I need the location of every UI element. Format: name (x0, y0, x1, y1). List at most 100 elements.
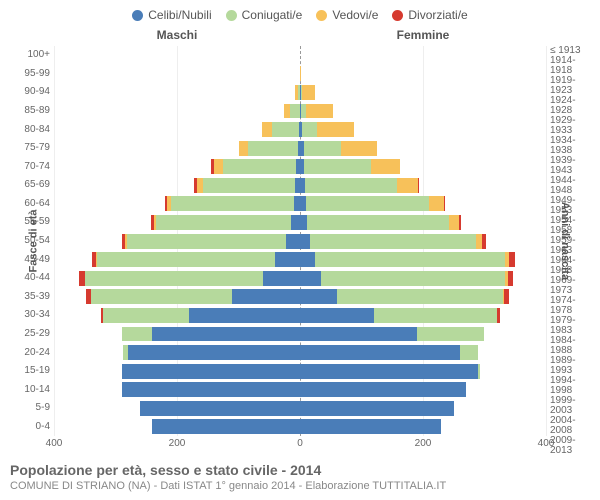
birth-label: 1944-1948 (550, 176, 590, 196)
bar-row (300, 418, 546, 437)
birth-label: 1994-1998 (550, 376, 590, 396)
bar-segment (310, 234, 476, 249)
bar-segment (122, 327, 153, 342)
caption-title: Popolazione per età, sesso e stato civil… (10, 462, 590, 478)
bar-segment (85, 271, 263, 286)
bar-segment (290, 104, 300, 119)
bar-segment (508, 271, 513, 286)
age-label: 80-84 (10, 120, 50, 139)
bar-segment (300, 252, 315, 267)
birth-label: 1984-1988 (550, 336, 590, 356)
bar-row (300, 46, 546, 65)
bar-row (54, 306, 300, 325)
birth-label: 1979-1983 (550, 316, 590, 336)
bar-segment (156, 215, 291, 230)
bar-row (54, 250, 300, 269)
bar-row (54, 83, 300, 102)
x-tick-label: 200 (415, 438, 432, 449)
bar-row (54, 399, 300, 418)
legend-label: Divorziati/e (408, 8, 467, 22)
bar-segment (300, 66, 301, 81)
bar-row (54, 46, 300, 65)
bar-segment (300, 327, 417, 342)
bar-segment (482, 234, 486, 249)
age-label: 20-24 (10, 343, 50, 362)
bar-row (54, 232, 300, 251)
x-tick-label: 0 (297, 438, 303, 449)
bar-row (300, 399, 546, 418)
bar-segment (317, 122, 354, 137)
birth-label: 1924-1928 (550, 96, 590, 116)
legend-label: Coniugati/e (242, 8, 303, 22)
bar-segment (275, 252, 300, 267)
bar-segment (203, 178, 295, 193)
bar-segment (300, 215, 307, 230)
y-axis-title-right: Anni di nascita (559, 202, 571, 280)
bar-segment (449, 215, 459, 230)
bars-female (300, 46, 546, 436)
bar-segment (103, 308, 189, 323)
age-label: 75-79 (10, 139, 50, 158)
bar-row (54, 288, 300, 307)
age-label: 100+ (10, 46, 50, 65)
bar-row (54, 418, 300, 437)
bar-segment (214, 159, 223, 174)
bar-row (54, 176, 300, 195)
bar-row (300, 269, 546, 288)
bar-row (300, 65, 546, 84)
legend-swatch (316, 10, 327, 21)
bar-segment (300, 271, 321, 286)
bar-row (300, 343, 546, 362)
birth-label: 1914-1918 (550, 56, 590, 76)
bar-row (300, 102, 546, 121)
header-male: Maschi (54, 28, 300, 42)
age-label: 30-34 (10, 306, 50, 325)
bar-segment (307, 215, 448, 230)
bar-row (54, 325, 300, 344)
bar-segment (337, 289, 503, 304)
bars-male (54, 46, 300, 436)
bar-segment (302, 122, 317, 137)
bar-segment (341, 141, 378, 156)
age-label: 70-74 (10, 157, 50, 176)
bar-row (54, 65, 300, 84)
bar-segment (459, 215, 461, 230)
bar-row (54, 157, 300, 176)
age-label: 85-89 (10, 102, 50, 121)
bar-segment (91, 289, 232, 304)
bar-row (300, 232, 546, 251)
bar-row (300, 325, 546, 344)
bar-segment (371, 159, 399, 174)
age-label: 0-4 (10, 418, 50, 437)
bar-row (54, 139, 300, 158)
bar-row (54, 195, 300, 214)
bar-segment (300, 419, 441, 434)
bar-segment (497, 308, 501, 323)
legend-swatch (226, 10, 237, 21)
population-pyramid-chart: Celibi/NubiliConiugati/eVedovi/eDivorzia… (0, 0, 600, 500)
bar-segment (248, 141, 297, 156)
age-label: 90-94 (10, 83, 50, 102)
bar-segment (223, 159, 297, 174)
bar-segment (300, 289, 337, 304)
bar-segment (460, 345, 478, 360)
bar-segment (263, 271, 300, 286)
bar-row (54, 343, 300, 362)
bar-segment (291, 215, 300, 230)
bar-segment (444, 196, 445, 211)
bar-segment (171, 196, 294, 211)
bar-segment (418, 178, 419, 193)
birth-label: 1974-1978 (550, 296, 590, 316)
bar-segment (306, 104, 333, 119)
age-label: 35-39 (10, 288, 50, 307)
bar-segment (305, 178, 397, 193)
bar-row (300, 250, 546, 269)
bar-segment (122, 382, 300, 397)
bar-segment (140, 401, 300, 416)
plot-area: Fasce di età Anni di nascita 100+95-9990… (10, 46, 590, 436)
bar-segment (286, 234, 300, 249)
caption: Popolazione per età, sesso e stato civil… (10, 462, 590, 492)
bar-row (300, 306, 546, 325)
bar-row (300, 139, 546, 158)
age-label: 15-19 (10, 362, 50, 381)
